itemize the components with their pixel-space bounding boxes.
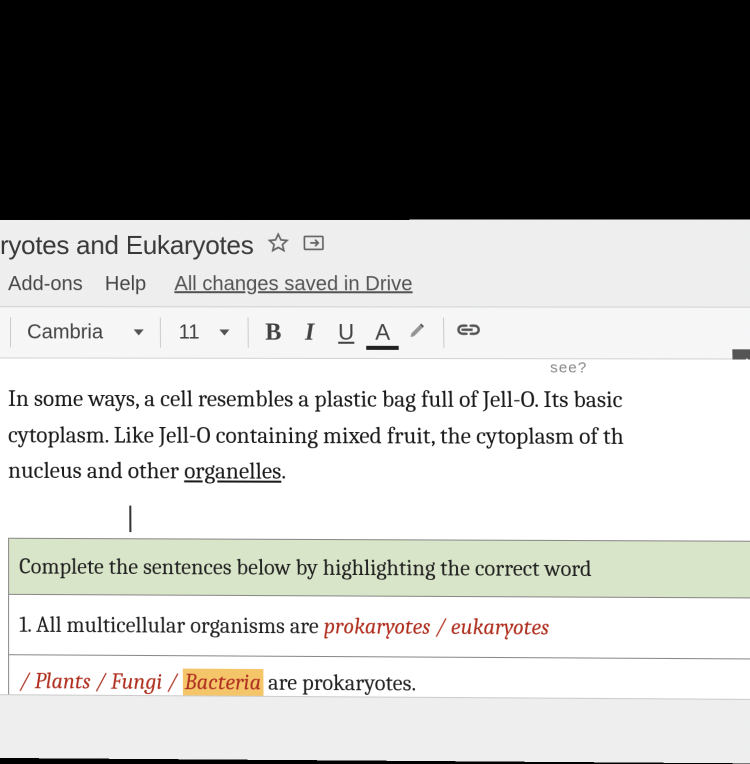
answer-options: prokaryotes / eukaryotes	[324, 613, 550, 641]
menu-bar: Add-ons Help All changes saved in Drive	[0, 269, 750, 307]
document-body[interactable]: see? In some ways, a cell resembles a pl…	[0, 358, 750, 699]
highlighted-answer: Bacteria	[182, 668, 263, 695]
text-line: In some ways, a cell resembles a plastic…	[8, 385, 623, 414]
font-size: 11	[179, 321, 200, 344]
star-icon[interactable]	[267, 232, 289, 259]
text-line: nucleus and other	[8, 457, 184, 485]
question-text: 1. All multicellular organisms are	[19, 611, 324, 639]
bold-button[interactable]: B	[255, 319, 292, 346]
menu-help[interactable]: Help	[105, 273, 146, 296]
italic-button[interactable]: I	[291, 319, 328, 346]
tiny-label: see?	[550, 359, 588, 376]
chevron-down-icon	[220, 329, 230, 335]
underlined-word: organelles	[184, 457, 281, 485]
save-status[interactable]: All changes saved in Drive	[174, 273, 412, 296]
title-bar: ryotes and Eukaryotes	[0, 220, 750, 270]
instruction-cell[interactable]: Complete the sentences below by highligh…	[8, 538, 750, 599]
highlight-icon[interactable]	[401, 319, 438, 347]
font-size-select[interactable]: 11	[166, 321, 242, 344]
text-color-button[interactable]: A	[364, 320, 401, 346]
link-icon[interactable]	[450, 320, 487, 346]
move-to-folder-icon[interactable]	[304, 233, 326, 258]
table-row[interactable]: 1. All multicellular organisms are proka…	[8, 595, 750, 660]
instruction-text: Complete the sentences below by highligh…	[19, 553, 592, 582]
answer-options: / Plants / Fungi /	[19, 668, 182, 696]
chevron-down-icon	[133, 329, 143, 335]
table-row[interactable]: / Plants / Fungi / Bacteria are prokaryo…	[8, 655, 750, 699]
toolbar: Cambria 11 B I U A +	[0, 306, 750, 359]
document-title[interactable]: ryotes and Eukaryotes	[0, 230, 254, 261]
text-line: .	[281, 458, 286, 486]
underline-button[interactable]: U	[328, 319, 365, 345]
font-name: Cambria	[27, 321, 103, 344]
question-text: are prokaryotes.	[263, 669, 416, 697]
menu-addons[interactable]: Add-ons	[8, 273, 83, 296]
text-cursor	[129, 506, 131, 532]
font-select[interactable]: Cambria	[17, 321, 153, 344]
paragraph[interactable]: In some ways, a cell resembles a plastic…	[8, 363, 750, 504]
text-line: cytoplasm. Like Jell-O containing mixed …	[8, 421, 624, 450]
